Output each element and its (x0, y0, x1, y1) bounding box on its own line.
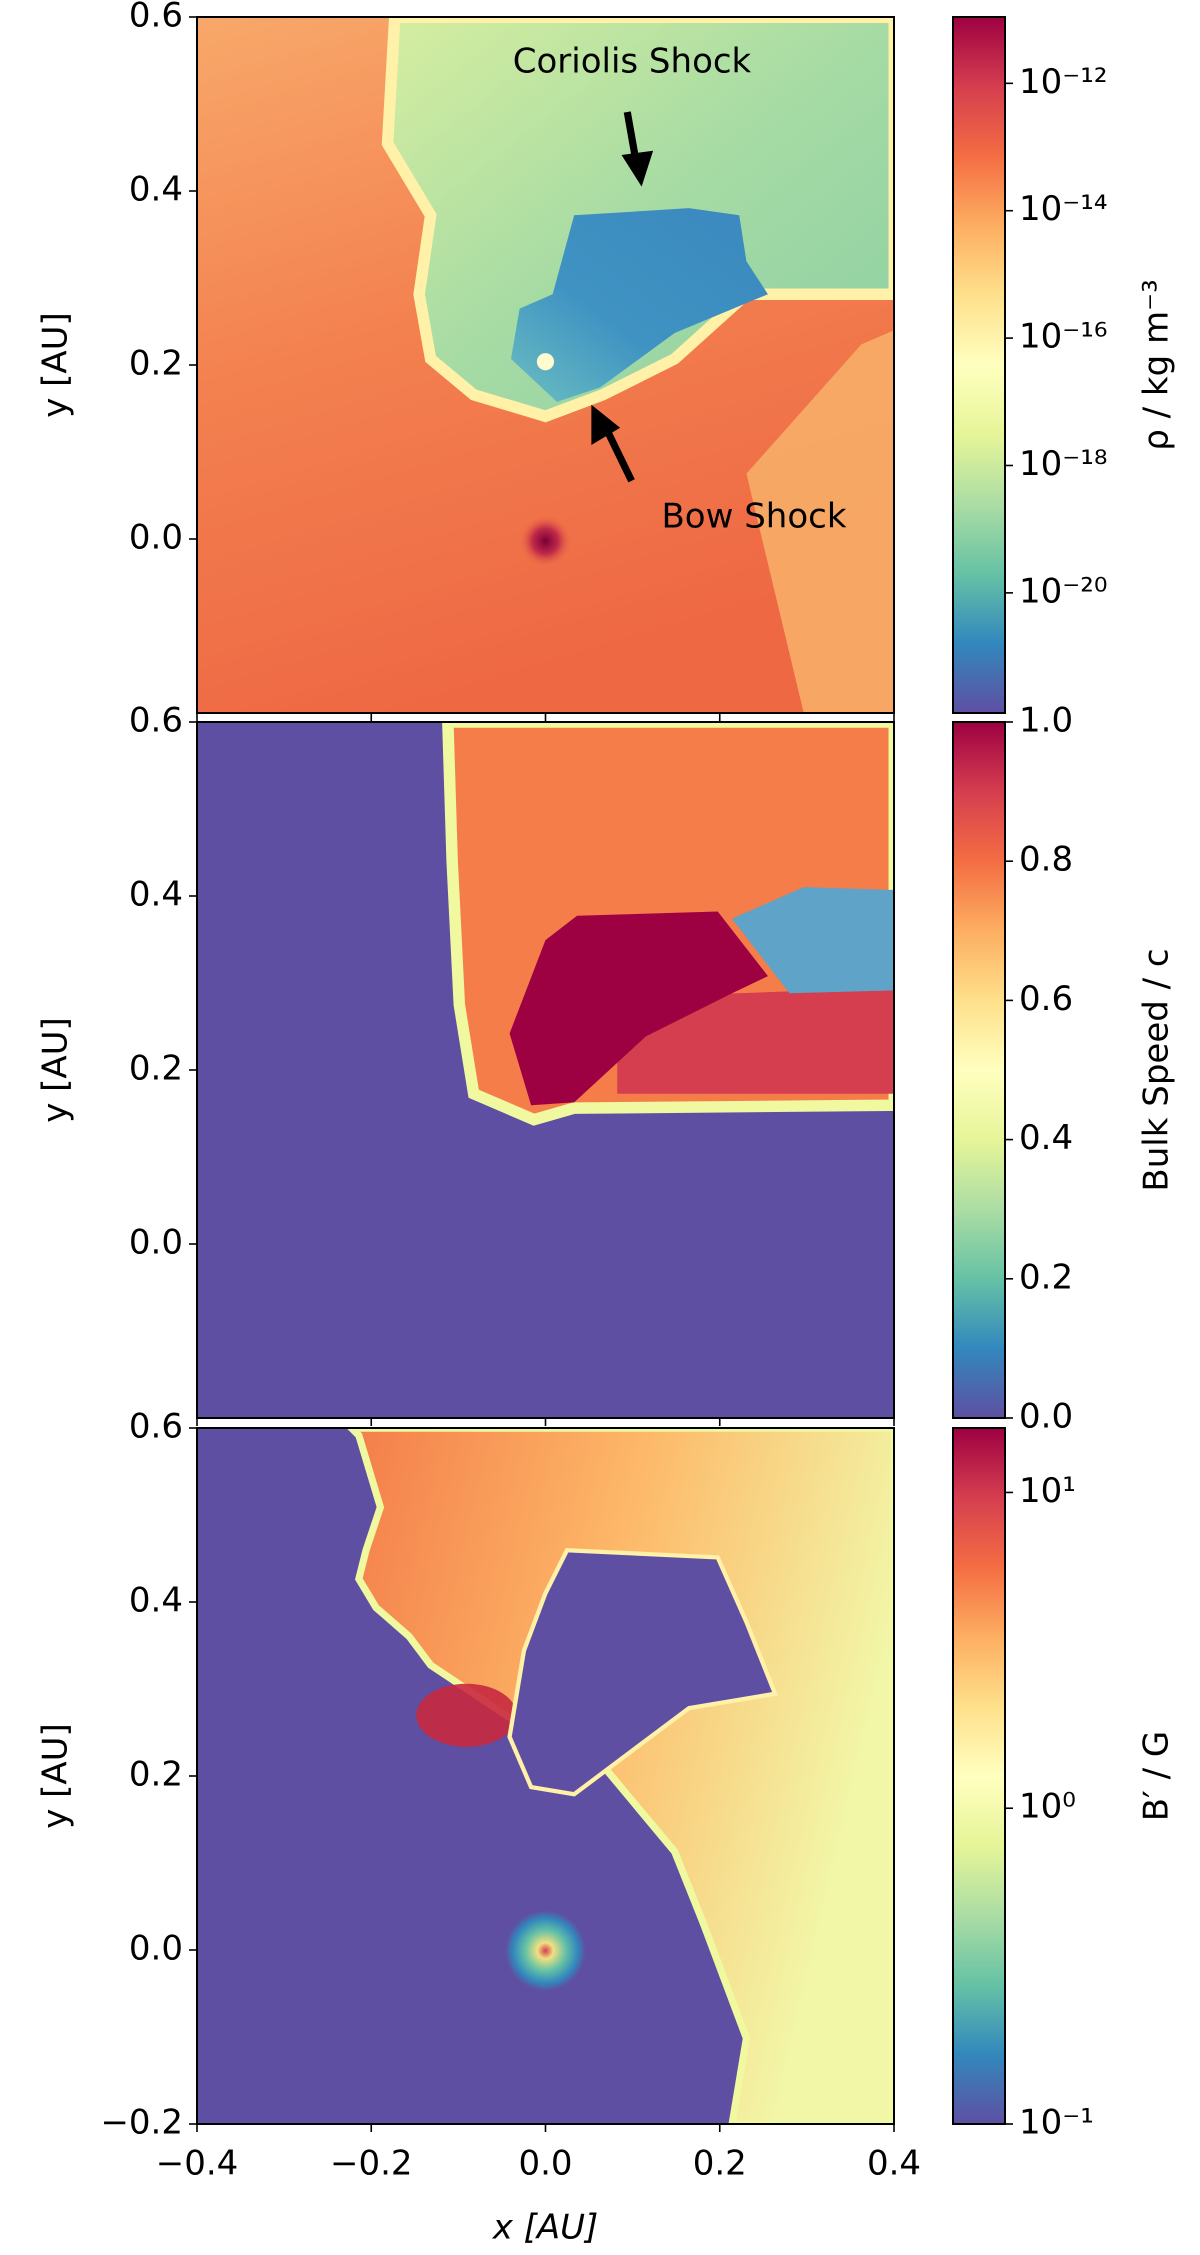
colorbar-tick-label: 10⁰ (1019, 1787, 1076, 1827)
field-strength-map (196, 1428, 895, 2125)
y-tick-label: 0.0 (129, 1223, 183, 1263)
colorbar-tick-label: 10⁻¹⁶ (1019, 317, 1107, 357)
y-tick-label: 0.4 (129, 1581, 183, 1621)
y-axis-label: y [AU] (36, 1723, 76, 1829)
colorbar-tick-label: 0.8 (1019, 840, 1073, 880)
field-maps (196, 17, 895, 2125)
colorbar-tick-label: 10⁻¹⁴ (1019, 189, 1107, 229)
y-axis-label: y [AU] (36, 1017, 76, 1123)
density-map (196, 17, 895, 714)
annotation: Coriolis Shock (513, 42, 752, 82)
colorbar-tick-label: 0.2 (1019, 1257, 1073, 1297)
y-tick-label: 0.2 (129, 1755, 183, 1795)
colorbar-tick-label: 10¹ (1019, 1471, 1076, 1511)
y-tick-label: 0.6 (129, 0, 183, 36)
colorbar-tick-label: 0.6 (1019, 979, 1073, 1019)
y-tick-label: −0.2 (100, 2103, 183, 2143)
x-axis-label: x [AU] (492, 2208, 599, 2248)
y-tick-label: 0.2 (129, 344, 183, 384)
colorbar-tick-label: 1.0 (1019, 701, 1073, 741)
y-tick-label: 0.0 (129, 518, 183, 558)
speed-map (196, 722, 895, 1419)
colorbar (952, 721, 1006, 1419)
colorbar-tick-label: 10⁻¹² (1019, 62, 1107, 102)
x-tick-label: −0.2 (330, 2144, 413, 2184)
colorbar (952, 16, 1006, 714)
y-tick-label: 0.6 (129, 1407, 183, 1447)
x-tick-label: 0.4 (867, 2144, 921, 2184)
x-tick-label: 0.2 (693, 2144, 747, 2184)
y-tick-label: 0.2 (129, 1049, 183, 1089)
x-tick-label: 0.0 (518, 2144, 572, 2184)
colorbar-tick-label: 10⁻¹ (1019, 2103, 1094, 2143)
colorbar (952, 1427, 1006, 2125)
y-tick-label: 0.6 (129, 701, 183, 741)
y-tick-label: 0.0 (129, 1929, 183, 1969)
colorbar-tick-label: 10⁻²⁰ (1019, 571, 1107, 611)
colorbar-tick-label: 0.0 (1019, 1397, 1073, 1437)
colorbar-tick-label: 10⁻¹⁸ (1019, 444, 1107, 484)
y-axis-label: y [AU] (36, 312, 76, 418)
y-tick-label: 0.4 (129, 170, 183, 210)
colorbar-label: B′ / G (1137, 1731, 1177, 1821)
colorbar-tick-label: 0.4 (1019, 1118, 1073, 1158)
colorbar-label: ρ / kg m⁻³ (1137, 279, 1177, 450)
colorbar-label: Bulk Speed / c (1137, 948, 1177, 1191)
annotation: Bow Shock (661, 497, 846, 537)
x-tick-label: −0.4 (156, 2144, 239, 2184)
y-tick-label: 0.4 (129, 875, 183, 915)
